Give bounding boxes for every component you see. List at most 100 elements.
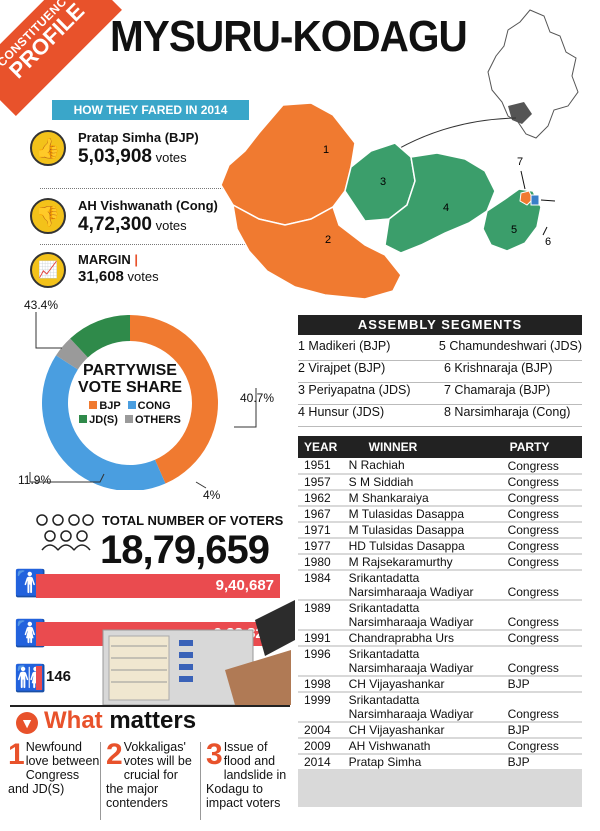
- cell-party: Congress: [503, 692, 582, 723]
- chart-legend: BJP CONG JD(S) OTHERS: [75, 399, 185, 428]
- cell-winner: Srikantadatta Narsimharaaja Wadiyar: [344, 600, 504, 631]
- segment-8-narsimharaja: [530, 194, 540, 206]
- winner-votes: 5,03,908 votes: [78, 146, 187, 167]
- third-gender-count: 146: [46, 668, 72, 685]
- page-title: MYSURU-KODAGU: [110, 12, 468, 61]
- table-row: 2004 CH Vijayashankar BJP: [298, 722, 582, 739]
- karnataka-inset-map: [487, 9, 579, 139]
- segment-6-7-city: [519, 190, 534, 206]
- winner-name: Pratap Simha (BJP): [78, 130, 199, 145]
- cell-winner: CH Vijayashankar: [344, 722, 504, 739]
- cell-winner: CH Vijayashankar: [344, 676, 504, 693]
- donut-slice-jds: [70, 315, 130, 358]
- cell-year: 1991: [298, 630, 345, 647]
- divider: [200, 742, 201, 820]
- cell-year: 1980: [298, 554, 345, 571]
- slice-label-bjp: 43.4%: [24, 298, 59, 312]
- chart-title: PARTYWISE VOTE SHARE: [77, 362, 182, 396]
- loser-name: AH Vishwanath (Cong): [78, 198, 218, 213]
- cell-party: Congress: [503, 554, 582, 571]
- divider: [40, 188, 265, 189]
- cell-party: Congress: [503, 474, 582, 491]
- cell-winner: N Rachiah: [344, 458, 504, 475]
- cell-year: 1962: [298, 490, 345, 507]
- table-row: 1989 Srikantadatta Narsimharaaja Wadiyar C…: [298, 600, 582, 631]
- table-row: 2009 AH Vishwanath Congress: [298, 738, 582, 755]
- chart-center: PARTYWISE VOTE SHARE BJP CONG JD(S) OTHE…: [75, 362, 185, 428]
- thumbs-down-icon: 👎: [30, 198, 66, 234]
- segment-2-virajpet: [232, 203, 402, 300]
- cell-year: 2009: [298, 738, 345, 755]
- list-item: 1 Madikeri (BJP) 5 Chamundeshwari (JDS): [298, 339, 582, 361]
- margin-votes: 31,608 votes: [78, 268, 159, 285]
- cell-party: Congress: [503, 490, 582, 507]
- cell-party: Congress: [503, 630, 582, 647]
- cell-party: Congress: [503, 738, 582, 755]
- map-label-7: 7: [517, 156, 523, 168]
- margin-label: MARGIN |: [78, 252, 138, 267]
- constituency-map: 1 2 3 4 5 6 7 8: [220, 102, 556, 300]
- legend-bjp: BJP: [89, 400, 121, 412]
- donut-slice-cong: [42, 355, 166, 490]
- cell-year: 2014: [298, 754, 345, 771]
- third-gender-bar: [36, 666, 42, 690]
- legend-others: OTHERS: [121, 414, 181, 426]
- map-label-1: 1: [323, 144, 329, 156]
- voters-group-icon: [32, 512, 96, 552]
- vote-share-chart: PARTYWISE VOTE SHARE BJP CONG JD(S) OTHE…: [35, 305, 260, 490]
- cell-winner: S M Siddiah: [344, 474, 504, 491]
- assembly-segments-header: ASSEMBLY SEGMENTS: [298, 315, 582, 335]
- cell-year: 1957: [298, 474, 345, 491]
- down-arrow-icon: ▼: [16, 712, 38, 734]
- divider: [40, 244, 265, 245]
- table-row: 1957 S M Siddiah Congress: [298, 474, 582, 491]
- point-2: 2 Vokkaligas' votes will be crucial for t…: [106, 738, 192, 811]
- table-row: 1998 CH Vijayashankar BJP: [298, 676, 582, 693]
- table-row: 1971 M Tulasidas Dasappa Congress: [298, 522, 582, 539]
- cell-party: Congress: [503, 458, 582, 475]
- cell-year: 1999: [298, 692, 345, 723]
- segment-4-hunsur: [384, 152, 496, 254]
- cell-party: Congress: [503, 570, 582, 601]
- cell-winner: Srikantadatta Narsimharaaja Wadiyar: [344, 570, 504, 601]
- election-history-table: YEAR WINNER PARTY 1951 N Rachiah Congress 1…: [298, 436, 582, 807]
- cell-party: Congress: [503, 506, 582, 523]
- growth-chart-icon: 📈: [30, 252, 66, 288]
- table-row: 1951 N Rachiah Congress: [298, 458, 582, 475]
- cell-winner: Chandraprabha Urs: [344, 630, 504, 647]
- slice-label-jds: 11.9%: [18, 473, 52, 487]
- map-label-4: 4: [443, 202, 449, 214]
- how-they-fared-banner: HOW THEY FARED IN 2014: [52, 100, 249, 120]
- cell-year: 1967: [298, 506, 345, 523]
- cell-party: BJP: [503, 722, 582, 739]
- constituency-profile-ribbon: CONSTITUENCY PROFILE: [0, 0, 122, 116]
- cell-winner: AH Vishwanath: [344, 738, 504, 755]
- slice-label-others: 4%: [203, 488, 221, 502]
- point-3: 3 Issue of flood and landslide in Kodagu …: [206, 738, 287, 811]
- what-matters-section: [10, 705, 290, 827]
- table-row: 1967 M Tulasidas Dasappa Congress: [298, 506, 582, 523]
- cell-winner: HD Tulsidas Dasappa: [344, 538, 504, 555]
- list-item: 3 Periyapatna (JDS) 7 Chamaraja (BJP): [298, 383, 582, 405]
- cell-year: 2004: [298, 722, 345, 739]
- assembly-segments-list: 1 Madikeri (BJP) 5 Chamundeshwari (JDS) 2…: [298, 339, 582, 427]
- list-item: 2 Virajpet (BJP) 6 Krishnaraja (BJP): [298, 361, 582, 383]
- table-row: 1999 Srikantadatta Narsimharaaja Wadiyar C…: [298, 692, 582, 723]
- cell-winner: Srikantadatta Narsimharaaja Wadiyar: [344, 692, 504, 723]
- divider: [100, 742, 101, 820]
- segment-1-madikeri: [220, 102, 356, 226]
- cell-party: BJP: [503, 676, 582, 693]
- slice-leader-lines: [29, 312, 257, 489]
- cell-year: 1971: [298, 522, 345, 539]
- cell-winner: M Tulasidas Dasappa: [344, 522, 504, 539]
- male-voters-bar: 9,40,687: [36, 574, 280, 598]
- table-row: 2014 Pratap Simha BJP: [298, 754, 582, 771]
- table-header-row: YEAR WINNER PARTY: [298, 436, 582, 458]
- cell-party: BJP: [503, 754, 582, 771]
- donut-slice-others: [55, 338, 88, 370]
- legend-cong: CONG: [124, 400, 171, 412]
- cell-year: 1996: [298, 646, 345, 677]
- map-label-5: 5: [511, 224, 517, 236]
- cell-winner: Srikantadatta Narsimharaaja Wadiyar: [344, 646, 504, 677]
- cell-year: 1984: [298, 570, 345, 601]
